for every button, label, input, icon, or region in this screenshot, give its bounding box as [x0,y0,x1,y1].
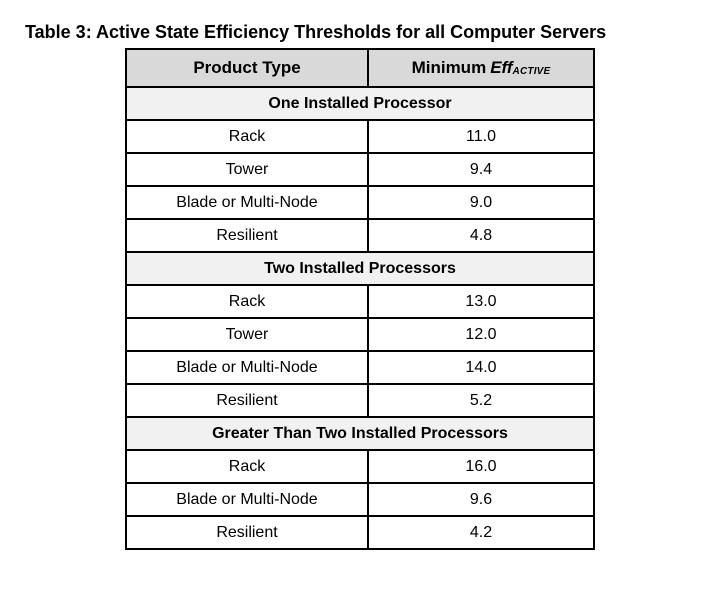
min-eff-cell: 16.0 [367,449,595,484]
product-type-cell: Resilient [125,383,369,418]
table-row: Rack 16.0 [125,449,595,484]
min-eff-cell: 12.0 [367,317,595,352]
min-eff-cell: 4.8 [367,218,595,253]
min-eff-subscript-label: ACTIVE [512,66,551,77]
min-eff-cell: 4.2 [367,515,595,550]
product-type-cell: Rack [125,119,369,154]
table-row: Rack 13.0 [125,284,595,319]
table-row: Blade or Multi-Node 9.0 [125,185,595,220]
table-row: Blade or Multi-Node 9.6 [125,482,595,517]
section-header-label: Two Installed Processors [125,251,595,286]
min-eff-cell: 5.2 [367,383,595,418]
product-type-cell: Tower [125,317,369,352]
table-header-row: Product Type Minimum EffACTIVE [125,48,595,88]
section-header-label: Greater Than Two Installed Processors [125,416,595,451]
efficiency-thresholds-table: Product Type Minimum EffACTIVE One Instal… [125,48,595,550]
table-row: Tower 12.0 [125,317,595,352]
table-row: Resilient 5.2 [125,383,595,418]
table-row: Resilient 4.8 [125,218,595,253]
product-type-cell: Blade or Multi-Node [125,482,369,517]
min-eff-cell: 9.4 [367,152,595,187]
page-title: Table 3: Active State Efficiency Thresho… [25,22,607,43]
table-row: Blade or Multi-Node 14.0 [125,350,595,385]
table-row: Rack 11.0 [125,119,595,154]
min-eff-cell: 9.6 [367,482,595,517]
min-eff-cell: 9.0 [367,185,595,220]
product-type-cell: Rack [125,449,369,484]
section-header-row: Greater Than Two Installed Processors [125,416,595,451]
col-header-product-type: Product Type [125,48,369,88]
product-type-cell: Blade or Multi-Node [125,185,369,220]
table-body: One Installed Processor Rack 11.0 Tower … [125,86,595,550]
table-row: Tower 9.4 [125,152,595,187]
product-type-cell: Resilient [125,218,369,253]
section-header-row: One Installed Processor [125,86,595,121]
table-row: Resilient 4.2 [125,515,595,550]
min-eff-cell: 11.0 [367,119,595,154]
section-header-row: Two Installed Processors [125,251,595,286]
min-eff-cell: 13.0 [367,284,595,319]
product-type-cell: Tower [125,152,369,187]
min-eff-term-label: Eff [490,58,513,77]
product-type-cell: Resilient [125,515,369,550]
min-eff-prefix-label: Minimum [411,58,487,77]
col-header-min-eff: Minimum EffACTIVE [367,48,595,88]
product-type-cell: Rack [125,284,369,319]
section-header-label: One Installed Processor [125,86,595,121]
min-eff-cell: 14.0 [367,350,595,385]
product-type-cell: Blade or Multi-Node [125,350,369,385]
